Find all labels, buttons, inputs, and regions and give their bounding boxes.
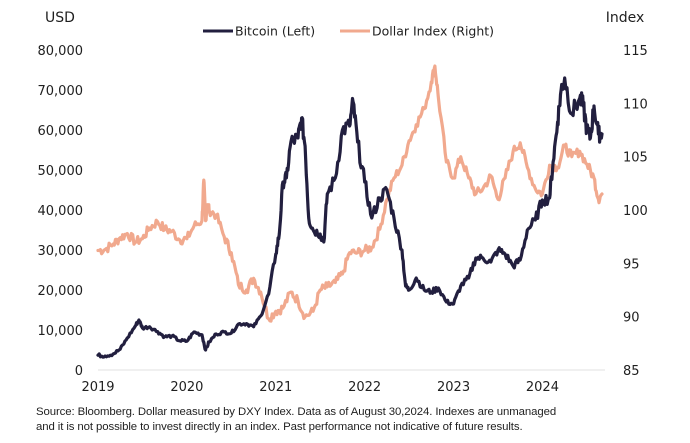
x-tick-label: 2021 xyxy=(259,380,292,395)
right-tick-label: 85 xyxy=(623,364,640,379)
legend: Bitcoin (Left) Dollar Index (Right) xyxy=(203,24,494,39)
left-tick-label: 80,000 xyxy=(38,44,84,59)
left-tick-label: 30,000 xyxy=(38,244,84,259)
x-axis-ticks: 2019 2020 2021 2022 2023 2024 xyxy=(81,380,559,395)
x-tick-label: 2022 xyxy=(348,380,381,395)
chart: USD Index Bitcoin (Left) Dollar Index (R… xyxy=(38,10,648,395)
left-tick-label: 20,000 xyxy=(38,284,84,299)
x-tick-label: 2023 xyxy=(437,380,470,395)
legend-label-bitcoin: Bitcoin (Left) xyxy=(235,24,315,39)
left-tick-label: 10,000 xyxy=(38,324,84,339)
right-tick-label: 115 xyxy=(623,44,648,59)
footnote-line-1: Source: Bloomberg. Dollar measured by DX… xyxy=(36,406,557,418)
dollar-index-line xyxy=(96,64,604,323)
x-tick-label: 2024 xyxy=(526,380,559,395)
x-tick-label: 2020 xyxy=(170,380,203,395)
left-tick-label: 40,000 xyxy=(38,204,84,219)
left-tick-label: 0 xyxy=(75,364,83,379)
x-tick-label: 2019 xyxy=(81,380,114,395)
right-axis-title: Index xyxy=(606,10,645,26)
left-tick-label: 70,000 xyxy=(38,84,84,99)
left-axis-ticks: 0 10,000 20,000 30,000 40,000 50,000 60,000 70,… xyxy=(38,44,84,379)
right-tick-label: 90 xyxy=(623,311,640,326)
right-tick-label: 95 xyxy=(623,257,640,272)
footnote: Source: Bloomberg. Dollar measured by DX… xyxy=(36,405,686,435)
bitcoin-line xyxy=(96,76,604,359)
series-layer xyxy=(96,64,604,359)
footnote-line-2: and it is not possible to invest directl… xyxy=(36,421,523,433)
right-axis-ticks: 85 90 95 100 105 110 115 xyxy=(623,44,648,379)
left-tick-label: 50,000 xyxy=(38,164,84,179)
right-tick-label: 110 xyxy=(623,97,648,112)
left-tick-label: 60,000 xyxy=(38,124,84,139)
left-axis-title: USD xyxy=(45,10,75,26)
legend-label-dollar-index: Dollar Index (Right) xyxy=(372,24,494,39)
right-tick-label: 105 xyxy=(623,151,648,166)
right-tick-label: 100 xyxy=(623,204,648,219)
